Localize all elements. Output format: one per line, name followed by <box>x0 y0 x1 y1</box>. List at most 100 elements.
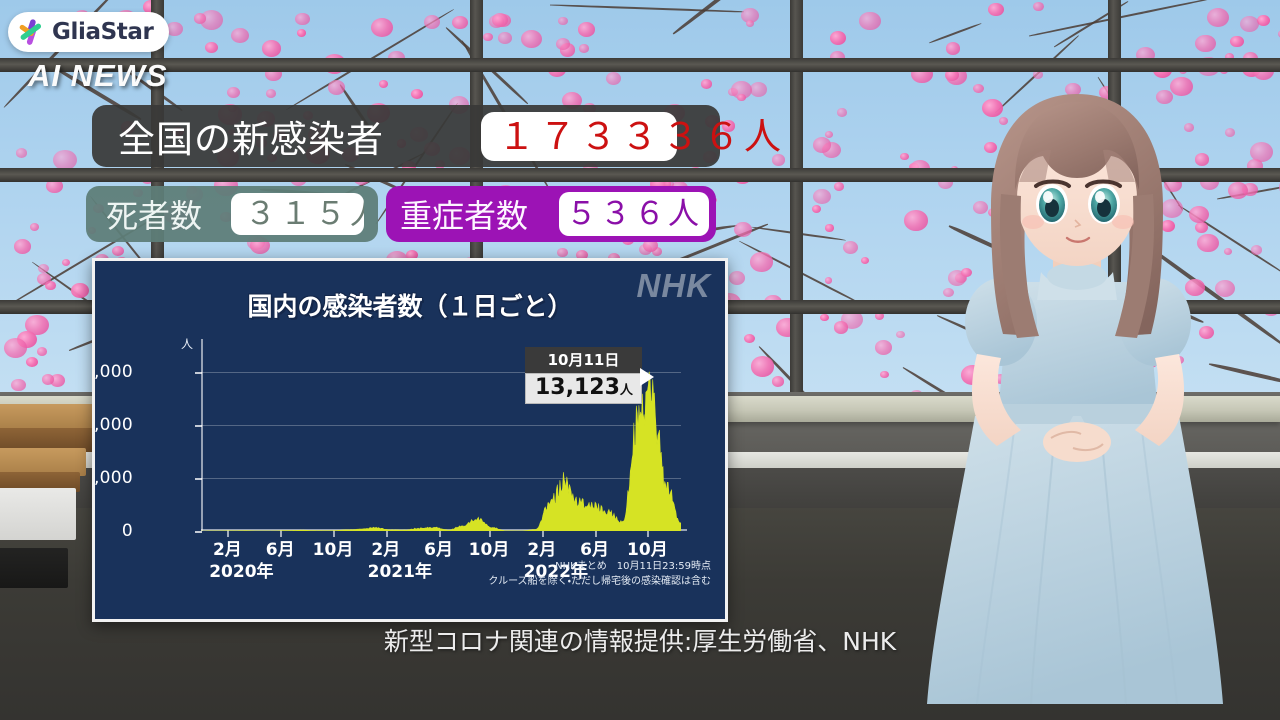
cherry-blossom <box>731 81 752 99</box>
cherry-blossom <box>295 12 310 26</box>
cherry-blossom <box>1239 16 1259 33</box>
cherry-blossom <box>1199 326 1215 340</box>
cherry-blossom <box>824 131 833 138</box>
cherry-blossom <box>833 320 849 334</box>
severe-value-box <box>559 192 709 236</box>
callout-value: 13,123 <box>535 375 620 400</box>
cherry-blossom <box>204 41 219 54</box>
cherry-blossom <box>1249 142 1273 163</box>
source-caption: 新型コロナ関連の情報提供:厚生労働省、NHK <box>383 627 897 656</box>
cherry-blossom <box>820 313 829 322</box>
cherry-blossom <box>825 224 834 232</box>
cherry-blossom <box>1065 82 1081 97</box>
cherry-blossom <box>112 245 124 256</box>
deaths-value-box: ３１５人 <box>231 193 364 235</box>
cherry-blossom <box>557 248 568 257</box>
cherry-blossom <box>812 136 832 153</box>
cherry-blossom <box>1183 123 1195 132</box>
cherry-blossom <box>1195 34 1216 53</box>
cherry-blossom <box>521 30 543 49</box>
cherry-blossom <box>829 31 846 46</box>
cherry-blossom <box>750 356 775 377</box>
chart-source-note: NHKまとめ 10月11日23:59時点 クルーズ船を除く・ただし帰宅後の感染確… <box>488 560 711 589</box>
cherry-blossom <box>743 334 755 344</box>
cherry-blossom <box>605 71 622 86</box>
cherry-blossom <box>1215 280 1235 298</box>
nhk-chart-panel: NHK 国内の感染者数（１日ごと） 人 0 100,000 200,000 300,0… <box>92 258 728 622</box>
chart-x-tick-mark <box>280 530 283 537</box>
cherry-blossom <box>1188 206 1209 224</box>
window-mullion-horizontal <box>0 168 1280 182</box>
chart-plot-area <box>195 339 687 537</box>
gliastar-logo-mark <box>16 17 46 47</box>
cherry-blossom <box>1256 14 1271 27</box>
cherry-blossom <box>13 239 31 254</box>
cherry-blossom <box>370 17 393 37</box>
cherry-blossom <box>25 356 38 368</box>
chart-year-label: 2021年 <box>367 562 432 582</box>
brand-logo[interactable]: GliaStar <box>8 12 170 52</box>
cherry-blossom <box>1225 53 1235 62</box>
cherry-blossom <box>491 13 509 27</box>
cherry-blossom <box>29 223 39 232</box>
severe-label: 重症者数 <box>400 197 529 235</box>
cherry-blossom <box>11 378 27 392</box>
cherry-blossom <box>729 271 746 285</box>
chart-y-tick-mark <box>195 425 202 428</box>
chart-x-tick-label: 2月 <box>212 540 242 560</box>
stair-step-mid-face <box>0 472 80 492</box>
program-title: AI NEWS <box>28 58 168 93</box>
cherry-blossom <box>722 120 736 132</box>
callout-value-row: 13,123人 <box>525 368 654 404</box>
cherry-blossom <box>1229 35 1244 48</box>
chart-x-tick-label: 6月 <box>265 540 295 560</box>
cherry-blossom <box>843 241 859 255</box>
cherry-blossom <box>771 375 785 387</box>
cherry-blossom <box>378 80 389 89</box>
cherry-blossom <box>896 330 906 339</box>
cherry-blossom <box>1170 77 1193 97</box>
cherry-blossom <box>1251 245 1263 255</box>
cherry-blossom <box>740 7 759 24</box>
cherry-blossom <box>1225 128 1236 137</box>
chart-year-label: 2022年 <box>523 562 588 582</box>
callout-pointer-icon <box>639 368 654 386</box>
chart-x-tick-label: 6月 <box>424 540 454 560</box>
cherry-blossom <box>61 259 70 267</box>
cherry-blossom <box>859 11 882 31</box>
chart-area-series <box>201 371 681 531</box>
chart-x-tick-label: 10月 <box>312 540 354 560</box>
cherry-blossom <box>945 69 959 82</box>
y-axis-unit: 人 <box>181 337 194 351</box>
cherry-blossom <box>833 181 845 191</box>
avatar <box>927 94 1223 705</box>
cherry-blossom <box>750 252 773 272</box>
cherry-blossom <box>297 29 307 37</box>
cherry-blossom <box>771 153 786 166</box>
cherry-branch <box>928 22 982 45</box>
cherry-blossom <box>1156 89 1173 104</box>
cherry-blossom <box>577 22 595 37</box>
chart-y-tick-label: 200,000 <box>93 415 133 436</box>
cherry-blossom <box>327 80 345 96</box>
cherry-blossom <box>53 149 78 171</box>
cherry-blossom <box>1223 247 1232 255</box>
severe-value: ５３６人 <box>566 196 702 232</box>
cherry-blossom <box>45 281 56 290</box>
chart-x-tick-label: 10月 <box>627 540 668 560</box>
cherry-blossom <box>555 37 570 51</box>
chart-note-line-2: クルーズ船を除く・ただし帰宅後の感染確認は含む <box>488 575 711 587</box>
cherry-blossom <box>579 44 589 53</box>
chart-x-tick-mark <box>333 530 335 537</box>
cherry-blossom <box>734 222 753 238</box>
chart-y-axis <box>201 339 203 531</box>
cherry-blossom <box>227 87 240 99</box>
cherry-blossom <box>700 78 713 89</box>
cherry-blossom <box>36 346 48 356</box>
cherry-blossom <box>988 2 1004 17</box>
cherry-blossom <box>945 41 961 55</box>
chart-y-tick-label: 0 <box>121 521 133 541</box>
cherry-blossom <box>410 88 423 99</box>
cherry-blossom <box>166 21 184 37</box>
